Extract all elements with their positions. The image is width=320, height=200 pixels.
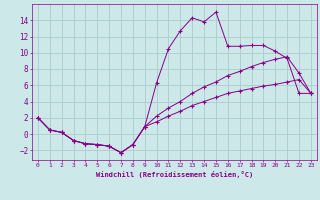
X-axis label: Windchill (Refroidissement éolien,°C): Windchill (Refroidissement éolien,°C) <box>96 171 253 178</box>
